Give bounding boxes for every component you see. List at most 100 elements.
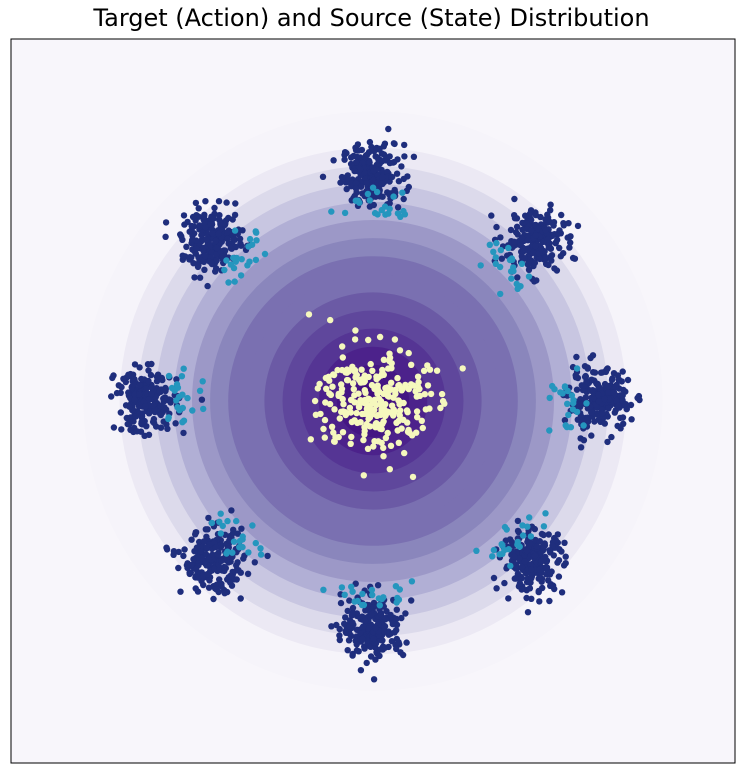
source-point <box>328 423 336 430</box>
target-point <box>213 251 220 258</box>
target-point <box>233 576 240 583</box>
transported-point <box>229 549 236 556</box>
target-point <box>614 422 621 430</box>
target-point <box>200 213 208 220</box>
target-point <box>400 195 407 203</box>
transported-point <box>493 239 500 247</box>
target-point <box>251 559 258 566</box>
transported-point <box>376 602 383 609</box>
target-point <box>215 230 222 237</box>
target-point <box>351 167 358 175</box>
target-point <box>342 627 349 635</box>
target-point <box>386 159 394 167</box>
target-point <box>612 383 619 391</box>
target-point <box>227 244 235 252</box>
transported-point <box>246 235 254 243</box>
transported-point <box>180 365 187 372</box>
source-point <box>424 382 432 389</box>
transported-point <box>492 260 499 268</box>
target-point <box>145 431 153 438</box>
source-point <box>422 406 429 413</box>
transported-point <box>217 530 224 537</box>
target-point <box>558 211 565 219</box>
target-point <box>136 381 143 389</box>
transported-point <box>546 394 553 402</box>
target-point <box>108 393 115 400</box>
target-point <box>209 551 216 558</box>
target-point <box>244 570 252 577</box>
target-point <box>238 525 245 532</box>
transported-point <box>261 250 269 258</box>
target-point <box>357 165 364 173</box>
target-point <box>192 565 200 573</box>
transported-point <box>374 211 381 218</box>
transported-point <box>249 522 256 529</box>
transported-point <box>165 414 172 421</box>
transported-point <box>518 260 526 267</box>
target-point <box>395 639 402 646</box>
target-point <box>636 396 643 404</box>
target-point <box>615 402 622 409</box>
target-point <box>212 237 219 245</box>
target-point <box>236 235 244 242</box>
source-point <box>420 367 428 374</box>
transported-point <box>505 244 512 252</box>
transported-points <box>165 184 590 609</box>
target-point <box>535 588 542 596</box>
target-point <box>528 227 535 234</box>
transported-point <box>395 596 403 603</box>
transported-point <box>540 523 548 530</box>
target-point <box>562 560 569 567</box>
target-point <box>148 390 155 397</box>
target-point <box>545 261 552 269</box>
target-point <box>583 378 590 385</box>
target-point <box>514 570 522 577</box>
target-point <box>211 204 218 212</box>
transported-point <box>257 551 265 558</box>
target-point <box>550 222 557 229</box>
target-point <box>204 282 211 290</box>
target-point <box>183 243 190 250</box>
target-point <box>490 574 498 582</box>
target-point <box>189 213 197 221</box>
target-point <box>109 374 116 382</box>
source-point <box>343 376 351 384</box>
target-point <box>549 542 556 549</box>
source-point <box>405 349 412 357</box>
target-point <box>378 180 385 188</box>
transported-point <box>253 229 260 236</box>
source-point <box>307 436 314 443</box>
target-point <box>355 147 362 154</box>
target-point <box>118 426 125 433</box>
target-point <box>344 647 351 654</box>
target-point <box>627 401 635 409</box>
source-point <box>373 386 380 394</box>
source-point <box>365 336 372 344</box>
source-point <box>413 393 420 400</box>
target-point <box>528 523 536 530</box>
target-point <box>149 402 157 409</box>
target-point <box>147 371 155 379</box>
target-point <box>565 220 572 227</box>
target-point <box>393 170 401 177</box>
target-point <box>377 646 384 653</box>
target-point <box>518 575 525 582</box>
transported-point <box>400 207 407 215</box>
source-point <box>321 434 328 441</box>
source-point <box>391 387 398 394</box>
target-point <box>158 374 165 382</box>
target-point <box>528 575 535 582</box>
target-point <box>550 552 557 559</box>
source-point <box>339 354 346 361</box>
transported-point <box>200 405 207 413</box>
target-point <box>523 594 530 602</box>
transported-point <box>252 256 260 264</box>
source-point <box>391 336 399 343</box>
source-point <box>385 393 393 400</box>
source-point <box>409 473 417 481</box>
target-point <box>628 416 635 423</box>
source-point <box>351 336 359 343</box>
source-point <box>353 371 360 379</box>
target-point <box>536 255 543 263</box>
